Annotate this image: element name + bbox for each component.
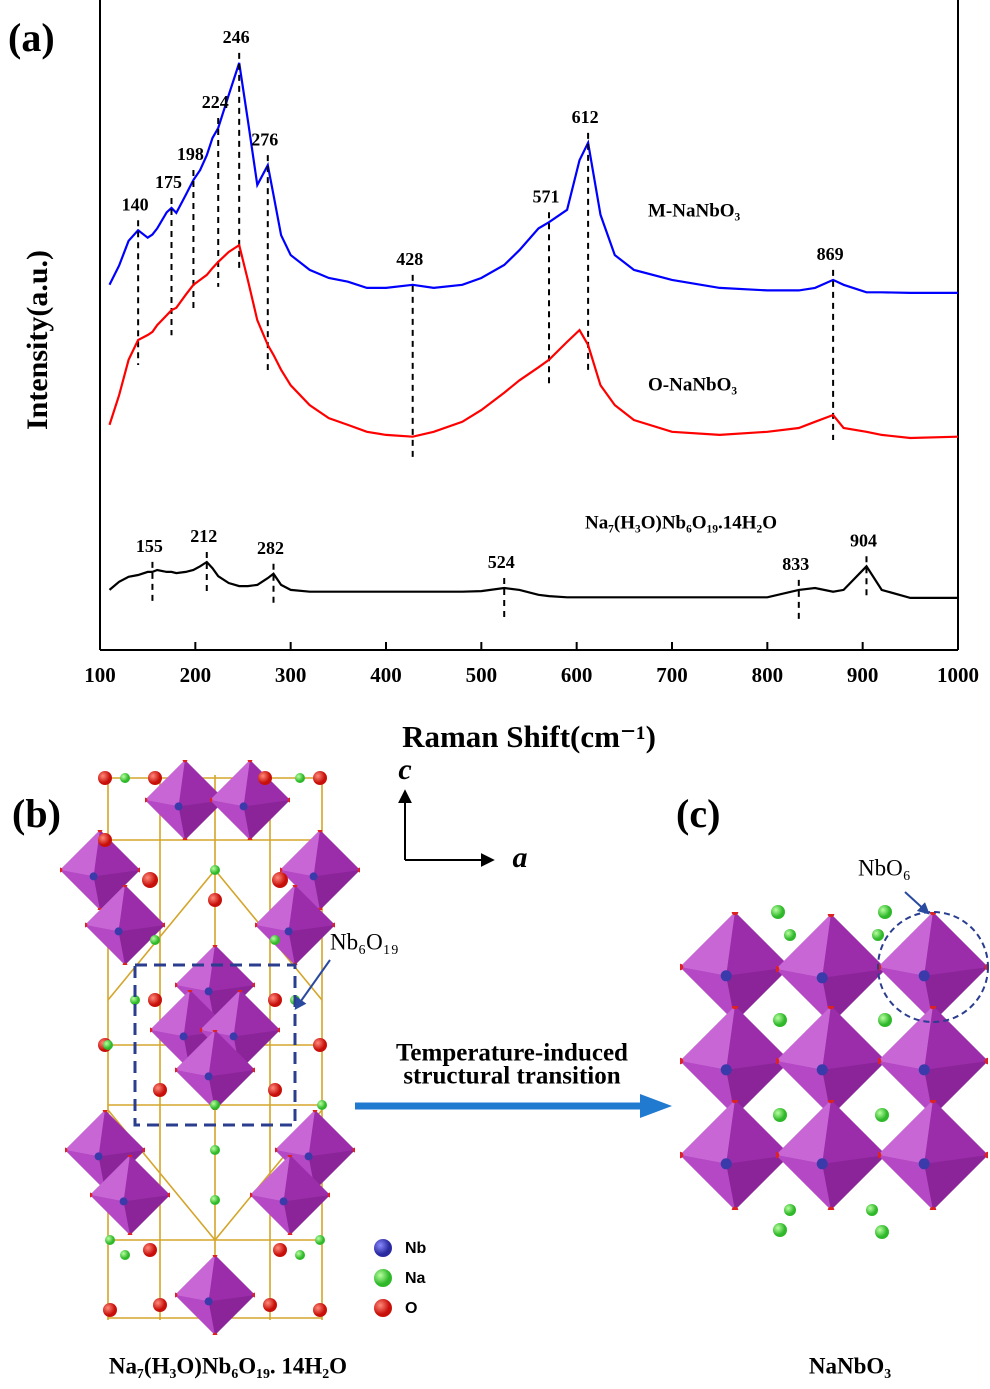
peak-label: 904 (850, 530, 877, 550)
x-tick-label: 400 (370, 663, 402, 687)
x-tick-label: 600 (561, 663, 593, 687)
legend-swatch (374, 1239, 392, 1257)
x-axis-label: Raman Shift(cm⁻¹) (402, 719, 656, 754)
panel-label: (c) (676, 791, 720, 836)
x-tick-label: 700 (656, 663, 688, 687)
peak-label: 276 (251, 129, 278, 149)
axis-label: c (398, 753, 411, 786)
series-label: Na₇(H₃O)Nb₆O₁₉.14H₂O (585, 512, 777, 533)
caption: Na₇(H₃O)Nb₆O₁₉. 14H₂O (109, 1353, 347, 1378)
transition-arrowhead (640, 1094, 672, 1118)
peak-label: 428 (396, 249, 423, 269)
octahedra (677, 909, 990, 1214)
series-line (110, 245, 959, 438)
figure: (a) Raman Shift(cm⁻¹) Intensity(a.u.) 10… (0, 0, 990, 1389)
y-axis-label: Intensity(a.u.) (21, 250, 54, 430)
peak-label: 282 (257, 538, 284, 558)
peak-label: 224 (202, 92, 229, 112)
series-label: O-NaNbO₃ (648, 374, 737, 395)
x-tick-label: 500 (466, 663, 498, 687)
raman-chart: (a) Raman Shift(cm⁻¹) Intensity(a.u.) 10… (8, 0, 979, 754)
panel-c-structure: (c) NbO₆ NaNbO₃ (676, 791, 990, 1378)
cluster-label: Nb₆O₁₉ (330, 929, 399, 954)
peak-label: 246 (223, 27, 250, 47)
peak-label: 212 (190, 526, 217, 546)
x-tick-label: 900 (847, 663, 879, 687)
peak-label: 833 (782, 554, 809, 574)
axis-label: a (513, 841, 528, 874)
panel-label: (a) (8, 15, 55, 60)
x-tick-label: 800 (752, 663, 784, 687)
x-tick-label: 1000 (937, 663, 979, 687)
x-tick-label: 200 (180, 663, 212, 687)
legend-label: Na (405, 1270, 426, 1287)
legend-swatch (374, 1269, 392, 1287)
series-label: M-NaNbO₃ (648, 200, 741, 221)
transition: Temperature-induced structural transitio… (355, 1040, 672, 1118)
crystal-axes: c a (398, 753, 527, 874)
legend-label: Nb (405, 1240, 427, 1257)
panel-b-structure: (b) (12, 758, 427, 1379)
transition-text: structural transition (403, 1063, 620, 1090)
peak-label: 198 (177, 144, 204, 164)
legend-swatch (374, 1299, 392, 1317)
peak-label: 524 (488, 552, 515, 572)
peak-label: 175 (155, 172, 182, 192)
caption: NaNbO₃ (809, 1353, 891, 1378)
cluster-arrow (296, 960, 330, 1008)
unit-arrow (905, 892, 928, 913)
peak-label: 869 (817, 244, 844, 264)
peak-label: 571 (533, 186, 560, 206)
series-line (110, 562, 959, 598)
x-tick-label: 300 (275, 663, 307, 687)
peak-label: 612 (572, 107, 599, 127)
x-tick-label: 100 (84, 663, 116, 687)
panel-label: (b) (12, 791, 61, 836)
unit-label: NbO₆ (858, 855, 911, 880)
peak-label: 155 (136, 536, 163, 556)
legend-label: O (405, 1300, 417, 1317)
peak-label: 140 (122, 194, 149, 214)
